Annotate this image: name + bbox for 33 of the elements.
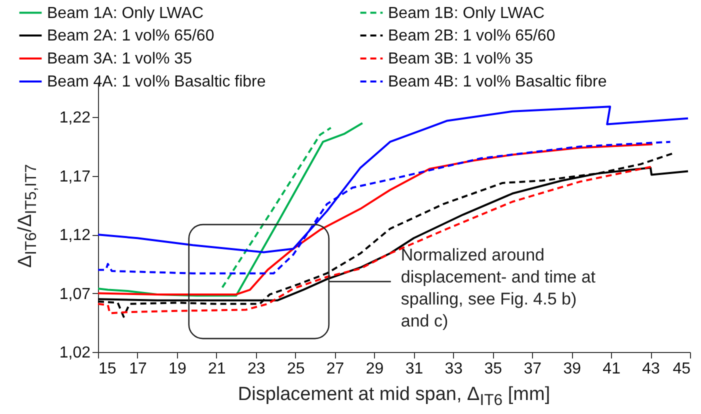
x-tick-label: 27 [326, 360, 344, 378]
x-tick-label: 21 [208, 360, 226, 378]
legend-label: Beam 2B: 1 vol% 65/60 [388, 28, 556, 44]
x-tick-label: 35 [484, 360, 502, 378]
x-tick-label: 23 [247, 360, 266, 378]
x-tick-label: 41 [602, 360, 621, 378]
legend-label: Beam 2A: 1 vol% 65/60 [47, 28, 214, 44]
y-tick-label: 1,02 [59, 344, 91, 362]
x-tick-label: 37 [524, 360, 542, 378]
y-tick-label: 1,07 [59, 286, 91, 303]
line-series [97, 122, 364, 297]
legend-label: Beam 4A: 1 vol% Basaltic fibre [47, 74, 266, 90]
x-tick-label: 17 [129, 360, 147, 378]
x-tick-label: 39 [563, 360, 582, 378]
x-axis-title: Displacement at mid span, Δ$_{IT6}$ [mm] [236, 384, 552, 410]
line-series [221, 126, 332, 288]
x-tick-label: 31 [405, 360, 424, 378]
y-tick-label: 1,17 [59, 168, 91, 186]
legend-label: Beam 4B: 1 vol% Basaltic fibre [388, 74, 607, 90]
x-tick-label: 15 [98, 360, 116, 378]
x-tick-label: 33 [444, 360, 463, 378]
legend-label: Beam 1B: Only LWAC [388, 4, 544, 22]
x-tick-label: 45 [672, 360, 691, 378]
legend-label: Beam 3A: 1 vol% 35 [47, 50, 192, 68]
legend-label: Beam 3B: 1 vol% 35 [388, 50, 534, 68]
y-tick-label: 1,12 [59, 227, 91, 244]
y-tick-label: 1,22 [59, 110, 91, 127]
x-tick-label: 43 [642, 360, 660, 378]
legend-label: Beam 1A: Only LWAC [47, 4, 204, 22]
x-tick-label: 19 [168, 360, 186, 378]
x-tick-label: 29 [366, 360, 384, 378]
x-tick-label: 25 [286, 360, 305, 378]
annotation: Normalized around displacement- and time at spalling, see Fig. 4.5 b) and c) [400, 246, 596, 331]
